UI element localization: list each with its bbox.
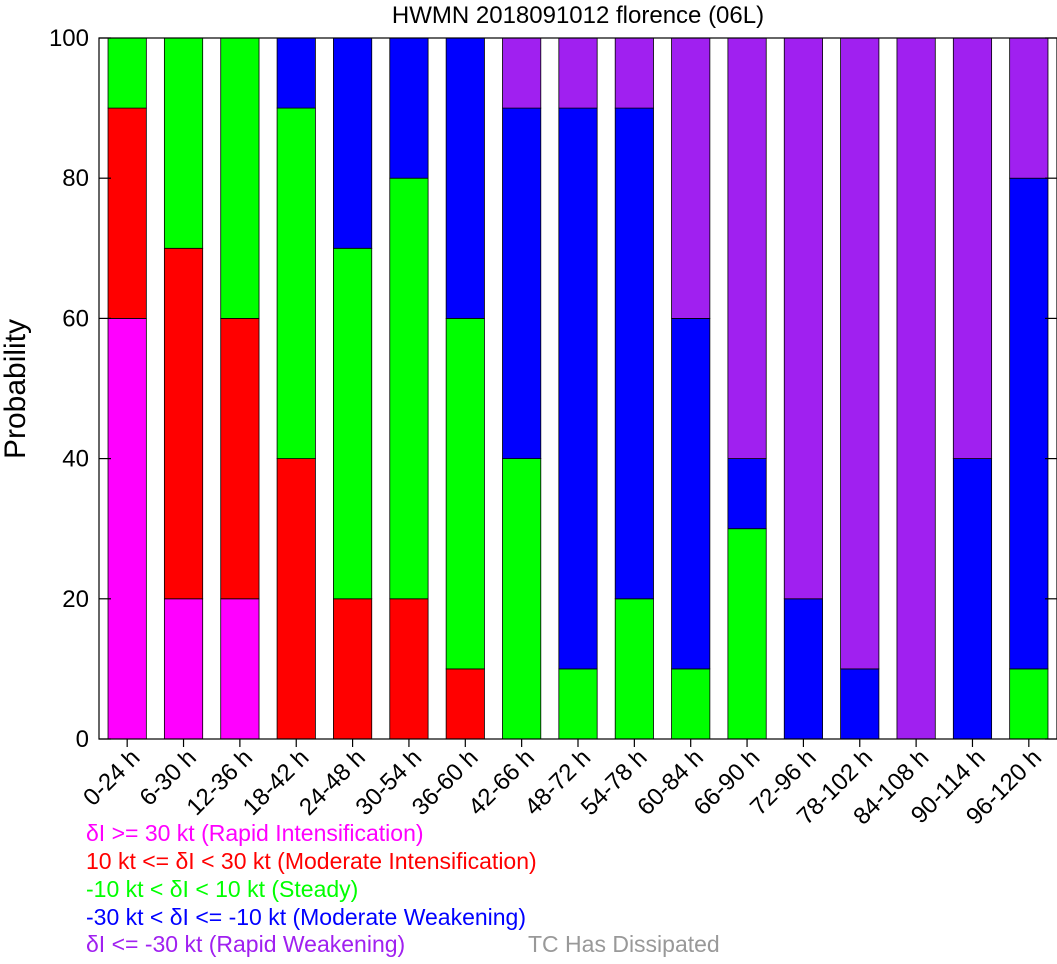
chart-title: HWMN 2018091012 florence (06L)	[392, 2, 764, 29]
bar-segment-4-13	[840, 37, 880, 670]
bar-segment-4-7	[502, 37, 542, 109]
legend-entry-4: δI <= -30 kt (Rapid Weakening)	[86, 931, 405, 957]
y-axis-label: Probability	[0, 319, 32, 459]
bar-segment-2-1	[163, 37, 204, 249]
bar-segment-2-4	[333, 247, 373, 600]
bar-segment-4-16	[1009, 37, 1049, 179]
legend-dissipated-label: TC Has Dissipated	[528, 931, 720, 957]
bar-segment-2-16	[1009, 668, 1049, 740]
bar-segment-2-6	[445, 317, 485, 670]
bar-segment-3-5	[389, 37, 429, 179]
bar-segment-2-11	[727, 528, 767, 740]
bar-segment-3-10	[671, 317, 711, 670]
bar-segment-1-3	[276, 458, 316, 740]
bar-segment-4-12	[783, 37, 823, 600]
bar-segment-4-11	[727, 37, 767, 460]
bar-segment-2-0	[107, 37, 147, 109]
y-tick-label: 0	[76, 726, 89, 753]
bar-segment-0-2	[220, 598, 260, 740]
bar-segment-4-15	[952, 37, 993, 460]
y-tick-label: 40	[62, 446, 89, 473]
y-tick-label: 80	[62, 165, 89, 192]
bar-segment-3-16	[1009, 177, 1049, 670]
legend-entry-3: -30 kt < δI <= -10 kt (Moderate Weakenin…	[86, 904, 526, 930]
bar-segment-3-12	[783, 598, 823, 740]
bar-segment-1-0	[107, 107, 147, 319]
bar-segment-4-10	[671, 37, 711, 319]
y-tick-label: 100	[49, 25, 89, 52]
bar-segment-4-8	[558, 37, 598, 109]
bar-segment-1-2	[220, 317, 260, 600]
bar-segment-3-6	[445, 37, 485, 319]
bar-segment-3-7	[502, 107, 542, 459]
bar-segment-2-9	[614, 598, 654, 740]
bar-segment-2-3	[276, 107, 316, 459]
bar-segment-3-15	[952, 458, 993, 740]
bar-segment-0-1	[163, 598, 204, 740]
legend-entry-1: 10 kt <= δI < 30 kt (Moderate Intensific…	[86, 848, 537, 874]
bar-segment-3-8	[558, 107, 598, 670]
bar-segment-0-0	[107, 317, 147, 740]
bar-segment-4-9	[614, 37, 654, 109]
bar-segment-2-2	[220, 37, 260, 319]
bar-segment-1-4	[333, 598, 373, 740]
bar-segment-2-7	[502, 458, 542, 740]
bar-segment-2-8	[558, 668, 598, 740]
bar-segment-1-6	[445, 668, 485, 740]
bar-segment-2-5	[389, 177, 429, 600]
bar-segment-4-14	[896, 37, 936, 740]
y-tick-label: 20	[62, 586, 89, 613]
bar-segment-3-11	[727, 458, 767, 530]
x-tick-label: 0-24 h	[78, 744, 145, 811]
bar-segment-1-1	[163, 247, 204, 600]
bar-segment-2-10	[671, 668, 711, 740]
legend-entry-2: -10 kt < δI < 10 kt (Steady)	[86, 876, 358, 902]
legend-entry-0: δI >= 30 kt (Rapid Intensification)	[86, 820, 424, 846]
y-tick-label: 60	[62, 305, 89, 332]
bar-segment-1-5	[389, 598, 429, 740]
bar-segment-3-3	[276, 37, 316, 109]
bar-segment-3-4	[333, 37, 373, 249]
bar-segment-3-13	[840, 668, 880, 740]
bar-segment-3-9	[614, 107, 654, 600]
